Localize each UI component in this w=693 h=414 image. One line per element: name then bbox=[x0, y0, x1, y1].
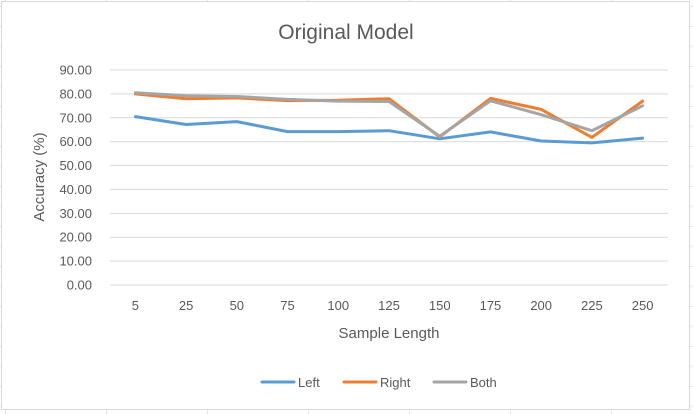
y-tick-label: 0.00 bbox=[67, 278, 92, 293]
x-tick-label: 250 bbox=[632, 298, 654, 313]
x-tick-labels: 5 25 50 75 100 125 150 175 200 225 250 bbox=[132, 298, 654, 313]
y-tick-label: 40.00 bbox=[59, 182, 92, 197]
x-tick-label: 5 bbox=[132, 298, 139, 313]
legend: Left Right Both bbox=[260, 375, 497, 390]
x-tick-label: 50 bbox=[230, 298, 244, 313]
x-tick-label: 25 bbox=[179, 298, 193, 313]
y-tick-label: 30.00 bbox=[59, 206, 92, 221]
legend-label-left: Left bbox=[298, 375, 320, 390]
y-tick-label: 60.00 bbox=[59, 134, 92, 149]
x-tick-label: 125 bbox=[378, 298, 400, 313]
y-tick-label: 90.00 bbox=[59, 63, 92, 78]
y-axis-label: Accuracy (%) bbox=[31, 132, 48, 221]
x-tick-label: 200 bbox=[530, 298, 552, 313]
x-tick-label: 150 bbox=[429, 298, 451, 313]
chart-title: Original Model bbox=[278, 21, 413, 44]
legend-label-right: Right bbox=[380, 375, 411, 390]
x-tick-label: 100 bbox=[327, 298, 349, 313]
y-tick-label: 70.00 bbox=[59, 110, 92, 125]
x-tick-label: 225 bbox=[581, 298, 603, 313]
y-tick-label: 20.00 bbox=[59, 230, 92, 245]
x-axis-label: Sample Length bbox=[339, 325, 440, 342]
y-tick-label: 10.00 bbox=[59, 254, 92, 269]
x-tick-label: 175 bbox=[480, 298, 502, 313]
series-lines bbox=[133, 91, 645, 145]
legend-label-both: Both bbox=[470, 375, 497, 390]
y-tick-labels: 0.00 10.00 20.00 30.00 40.00 50.00 60.00 70.00 8… bbox=[59, 63, 92, 293]
y-tick-label: 80.00 bbox=[59, 86, 92, 101]
series-line-left[interactable] bbox=[133, 115, 645, 145]
y-tick-label: 50.00 bbox=[59, 158, 92, 173]
gridlines bbox=[110, 69, 668, 286]
series-line-both[interactable] bbox=[133, 91, 645, 138]
x-tick-label: 75 bbox=[280, 298, 294, 313]
